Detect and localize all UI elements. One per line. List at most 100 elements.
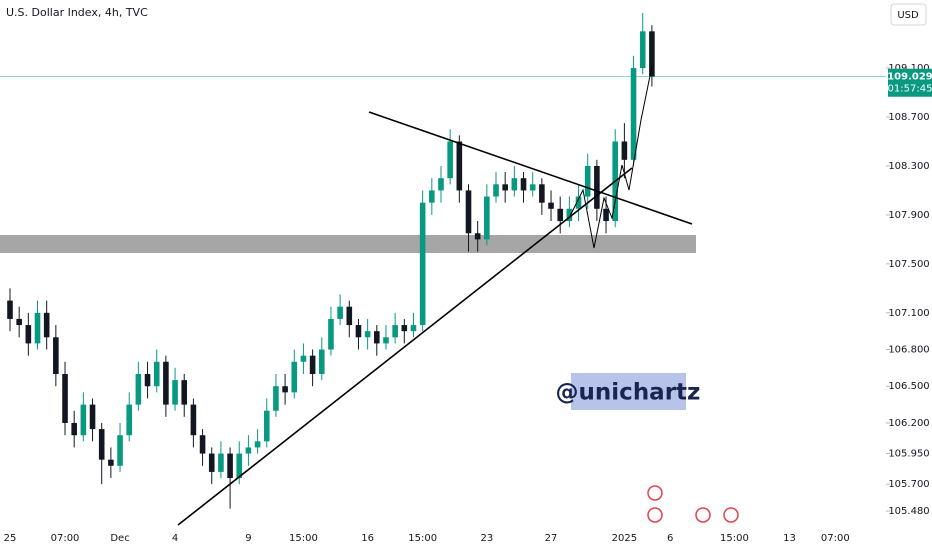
- candle-body: [135, 374, 142, 405]
- candle-body: [502, 184, 508, 191]
- x-tick-label: 6: [667, 533, 673, 544]
- candle-body: [337, 306, 343, 319]
- candle-body: [419, 202, 426, 326]
- x-tick-label: 15:00: [408, 533, 437, 544]
- candle-body: [429, 190, 435, 203]
- candle-body: [355, 325, 362, 338]
- y-tick-label: 105.700: [888, 479, 929, 490]
- candle-body: [511, 178, 518, 191]
- candle-body: [630, 68, 637, 160]
- candle-body: [53, 337, 59, 375]
- candle-body: [300, 355, 307, 362]
- trend-line: [177, 167, 633, 526]
- candle-body: [71, 422, 77, 436]
- trend-line: [368, 111, 693, 225]
- currency-button[interactable]: [890, 3, 927, 26]
- candle-body: [392, 325, 398, 338]
- candle-body: [603, 208, 609, 222]
- candle-body: [456, 141, 463, 191]
- candle-body: [117, 435, 123, 466]
- x-tick-label: 15:00: [720, 533, 749, 544]
- x-tick-label: 15:00: [289, 533, 318, 544]
- candle-body: [309, 355, 316, 375]
- x-tick-label: 16: [361, 533, 374, 544]
- y-tick-label: 107.500: [888, 259, 929, 270]
- y-tick-label: 107.900: [888, 210, 929, 221]
- candle-body: [291, 361, 298, 393]
- candle-body: [410, 325, 417, 332]
- candle-body: [263, 410, 270, 442]
- candle-body: [520, 178, 527, 191]
- x-tick-label: 23: [480, 533, 493, 544]
- plot-area: [7, 12, 655, 509]
- candle-body: [89, 404, 96, 430]
- candle-body: [172, 380, 178, 405]
- support-zone: [0, 235, 696, 253]
- candle-body: [621, 141, 628, 160]
- candle-body: [447, 141, 453, 179]
- candle-body: [80, 404, 87, 436]
- candle-body: [43, 312, 50, 338]
- y-tick-label: 106.200: [888, 418, 929, 429]
- candle-body: [318, 349, 325, 375]
- x-tick-label: 25: [4, 533, 17, 544]
- last-price-label: 109.029: [887, 72, 932, 83]
- candle-body: [529, 184, 536, 191]
- currency[interactable]: USD: [897, 10, 919, 21]
- countdown: 01:57:45: [888, 84, 932, 95]
- candle-body: [126, 404, 133, 436]
- x-tick-label: Dec: [110, 533, 129, 544]
- y-tick-label: 108.700: [888, 112, 929, 123]
- y-tick-label: 106.800: [888, 345, 929, 356]
- candle-body: [62, 374, 68, 423]
- candle-body: [245, 447, 252, 454]
- last-price-box: [888, 68, 932, 97]
- y-tick-label: 108.300: [888, 161, 929, 172]
- chart-title: U.S. Dollar Index, 4h, TVC: [6, 6, 148, 19]
- y-tick-label: 106.500: [888, 381, 929, 392]
- candle-body: [208, 453, 215, 472]
- candle-body: [484, 196, 490, 240]
- watermark: @unichartz: [556, 380, 701, 406]
- x-tick-label: 13: [783, 533, 796, 544]
- candle-body: [548, 202, 554, 209]
- candle-body: [575, 196, 582, 209]
- candle-body: [181, 380, 188, 405]
- candle-body: [594, 165, 600, 209]
- candle-body: [199, 435, 206, 454]
- x-tick-label: 27: [545, 533, 558, 544]
- candle-body: [649, 31, 655, 77]
- event-icons: [647, 485, 739, 523]
- candle-body: [346, 306, 353, 326]
- candle-body: [190, 404, 197, 436]
- candle-body: [163, 361, 169, 405]
- candle-body: [218, 453, 224, 472]
- y-tick-label: 105.480: [888, 506, 929, 517]
- candle-body: [273, 386, 279, 411]
- x-tick-label: 07:00: [51, 533, 80, 544]
- candle-body: [282, 386, 288, 393]
- candle-body: [7, 300, 13, 319]
- candle-body: [474, 233, 481, 240]
- candle-body: [328, 318, 334, 350]
- candle-body: [539, 184, 545, 203]
- x-tick-label: 2025: [612, 533, 637, 544]
- candle-body: [153, 361, 160, 387]
- candle-body: [16, 318, 22, 326]
- candle-body: [557, 208, 563, 222]
- candle-body: [438, 178, 444, 191]
- candle-body: [108, 459, 114, 466]
- watermark-box: [571, 373, 686, 410]
- x-tick-label: 07:00: [821, 533, 850, 544]
- candle-body: [364, 331, 371, 338]
- candle-body: [236, 453, 243, 479]
- y-tick-label: 105.950: [888, 449, 929, 460]
- y-tick-label: 109.100: [888, 63, 929, 74]
- x-tick-label: 9: [245, 533, 251, 544]
- candle-body: [493, 184, 499, 197]
- candle-body: [25, 325, 32, 344]
- candle-body: [254, 441, 261, 448]
- candle-body: [465, 190, 472, 234]
